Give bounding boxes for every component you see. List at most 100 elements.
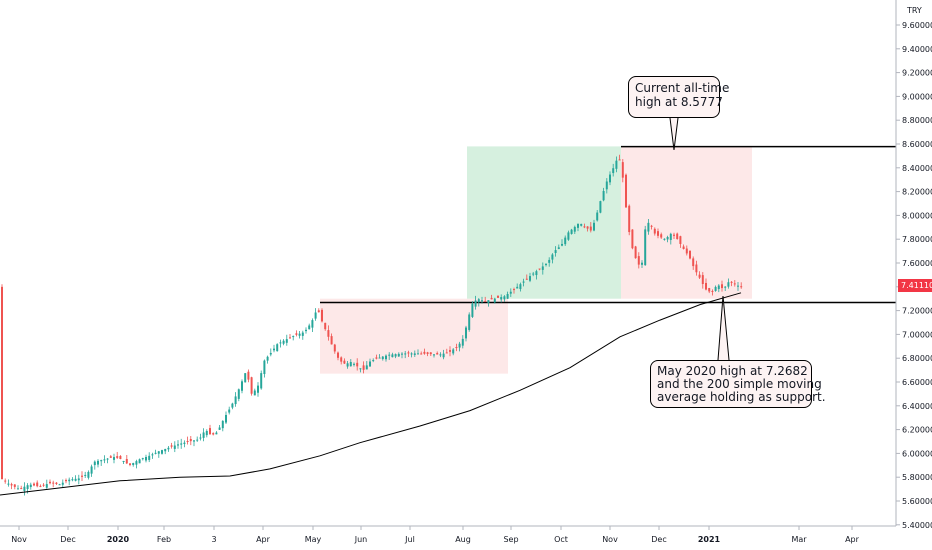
- candle-body: [106, 458, 109, 460]
- candle-body: [33, 483, 35, 486]
- candle-body: [202, 432, 205, 438]
- candle-body: [538, 268, 541, 270]
- candle-body: [183, 442, 186, 444]
- x-tick-label: Feb: [157, 535, 171, 544]
- candle-body: [397, 353, 400, 357]
- candle-body: [385, 355, 387, 360]
- candle-body: [433, 354, 435, 356]
- candle-body: [311, 320, 314, 328]
- candle-body: [308, 325, 311, 330]
- candle-body: [292, 336, 295, 338]
- candle-body: [545, 264, 547, 266]
- candle-body: [676, 233, 679, 240]
- candle-body: [634, 246, 637, 259]
- candle-body: [740, 286, 743, 288]
- candle-body: [458, 343, 461, 348]
- candle-body: [145, 456, 147, 461]
- candle-body: [295, 333, 298, 335]
- candle-body: [324, 322, 327, 330]
- candle-body: [77, 478, 80, 481]
- candle-body: [263, 360, 266, 375]
- candle-body: [602, 191, 605, 201]
- candle-body: [234, 396, 237, 405]
- candle-body: [535, 271, 538, 276]
- candle-body: [215, 432, 218, 435]
- candle-body: [45, 484, 48, 488]
- candle-body: [669, 233, 672, 240]
- shaded-zone: [320, 298, 508, 374]
- y-tick-label: 8.40000: [902, 164, 932, 173]
- y-tick-label: 8.20000: [902, 188, 932, 197]
- candle-body: [490, 297, 493, 300]
- annotation-all-time-high: Current all-time high at 8.5777: [628, 76, 729, 118]
- candle-body: [138, 459, 141, 464]
- y-tick-label: 9.60000: [902, 21, 932, 30]
- x-tick-label: Jul: [404, 535, 415, 544]
- candle-body: [737, 285, 739, 287]
- candle-body: [13, 484, 16, 487]
- candle-body: [369, 361, 371, 367]
- candle-body: [513, 289, 515, 291]
- candle-body: [436, 352, 439, 355]
- candle-body: [90, 466, 93, 474]
- candle-body: [132, 463, 135, 466]
- candle-body: [625, 174, 627, 208]
- y-tick-label: 6.40000: [902, 402, 932, 411]
- candle-body: [445, 352, 448, 354]
- candle-body: [122, 460, 125, 462]
- candle-body: [29, 484, 32, 488]
- annotation-pointer: [717, 295, 730, 361]
- price-axis[interactable]: 5.40000 5.60000 5.80000 6.00000 6.20000 6.400…: [896, 21, 932, 530]
- candle-body: [103, 459, 106, 461]
- candle-body: [378, 357, 381, 359]
- candle-body: [577, 223, 579, 228]
- candle-body: [7, 483, 10, 485]
- candle-body: [167, 447, 170, 450]
- x-tick-label: Nov: [602, 535, 618, 544]
- candle-body: [589, 226, 592, 231]
- y-tick-label: 5.80000: [902, 473, 932, 482]
- candle-body: [647, 222, 650, 232]
- candles: [1, 154, 743, 496]
- candle-body: [218, 427, 221, 430]
- candle-body: [525, 278, 528, 280]
- candle-body: [381, 356, 384, 360]
- candle-body: [193, 440, 195, 442]
- candle-body: [468, 314, 471, 330]
- candle-body: [628, 205, 631, 233]
- x-tick-label: 2020: [107, 535, 130, 544]
- candle-body: [58, 484, 61, 486]
- candle-body: [289, 337, 291, 339]
- candle-body: [564, 237, 567, 245]
- candle-body: [410, 353, 413, 355]
- candle-body: [580, 223, 583, 226]
- candle-body: [170, 445, 173, 447]
- candle-body: [461, 338, 464, 346]
- candle-body: [471, 303, 474, 317]
- candle-body: [497, 295, 499, 298]
- x-tick-label: May: [305, 535, 322, 544]
- candle-body: [618, 159, 621, 161]
- candle-body: [298, 333, 301, 336]
- y-tick-label: 7.60000: [902, 259, 932, 268]
- candle-body: [689, 250, 691, 259]
- candle-body: [637, 256, 640, 265]
- candle-body: [612, 168, 615, 174]
- candle-body: [237, 389, 240, 399]
- y-tick-label: 8.80000: [902, 116, 932, 125]
- candle-body: [599, 201, 602, 213]
- candle-body: [586, 226, 589, 229]
- candle-body: [644, 229, 647, 266]
- candle-body: [730, 281, 733, 283]
- candle-body: [439, 354, 442, 356]
- candle-body: [532, 273, 535, 275]
- candle-body: [279, 342, 282, 344]
- candle-body: [727, 282, 730, 287]
- time-axis[interactable]: Nov Dec 2020 Feb 3 Apr May Jun Jul Aug Sep Oct Nov De…: [11, 526, 860, 544]
- candle-body: [685, 248, 688, 254]
- candle-body: [391, 354, 394, 358]
- candle-body: [509, 291, 512, 294]
- candle-body: [465, 327, 467, 339]
- candle-body: [372, 360, 375, 362]
